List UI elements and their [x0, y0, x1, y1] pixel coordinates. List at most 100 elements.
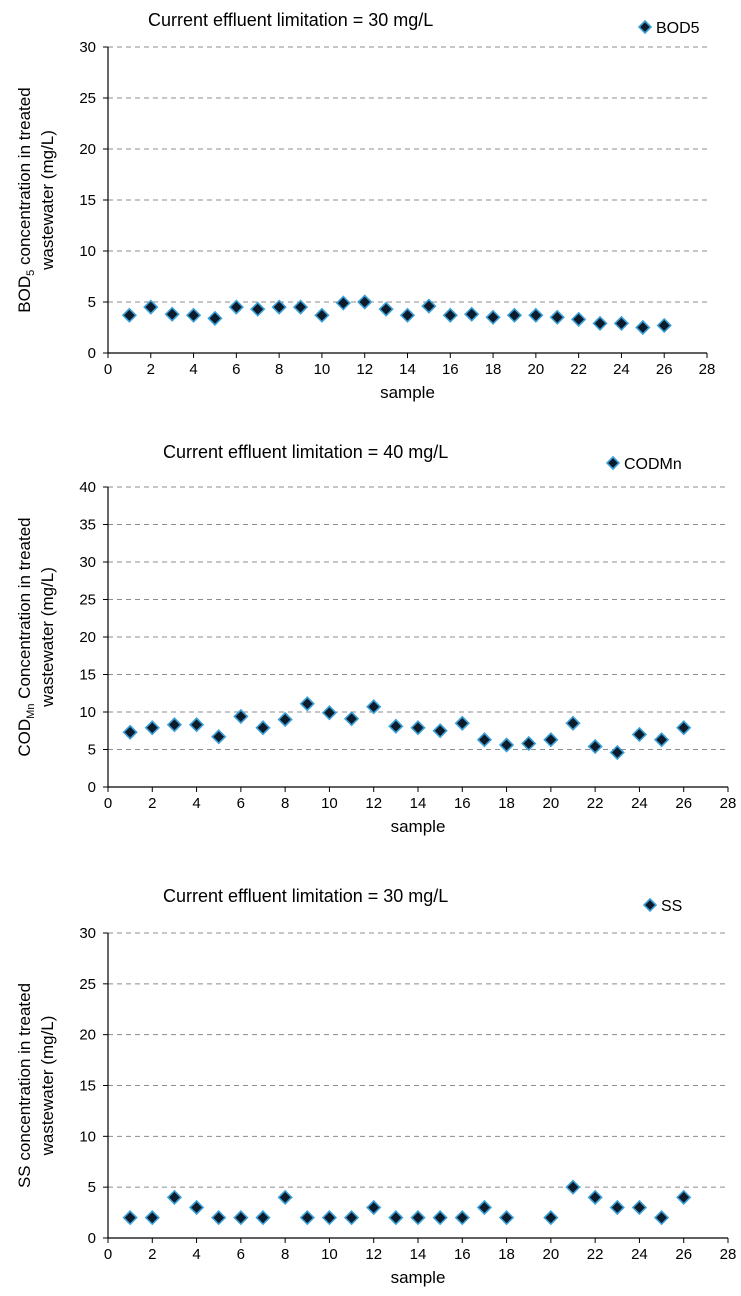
y-axis-label-main: COD [15, 719, 34, 757]
data-point [521, 735, 537, 752]
x-tick-label: 10 [321, 795, 338, 812]
data-point [399, 307, 416, 323]
data-point [410, 1210, 426, 1226]
x-tick-label: 18 [485, 361, 502, 378]
data-point [164, 306, 180, 322]
data-point [454, 1210, 470, 1226]
x-tick-label: 0 [104, 361, 112, 378]
data-point [635, 319, 651, 336]
y-tick-label: 20 [79, 1027, 96, 1044]
data-point [609, 1199, 625, 1216]
data-point [485, 309, 501, 325]
data-point [122, 1210, 138, 1226]
x-tick-label: 16 [454, 795, 471, 812]
data-point [366, 699, 382, 715]
chart-title: Current effluent limitation = 40 mg/L [163, 442, 448, 462]
x-tick-label: 20 [543, 1246, 560, 1263]
data-point [631, 726, 648, 743]
legend-label: BOD5 [656, 20, 700, 37]
data-point [299, 696, 315, 712]
x-tick-label: 10 [314, 361, 331, 378]
y-tick-label: 35 [79, 517, 96, 534]
chart-title: Current effluent limitation = 30 mg/L [163, 886, 448, 906]
data-point [211, 1210, 227, 1226]
data-point [277, 1189, 293, 1205]
x-tick-label: 22 [587, 1246, 604, 1263]
chart-title: Current effluent limitation = 30 mg/L [148, 10, 433, 30]
x-tick-label: 6 [237, 1246, 245, 1263]
data-point [549, 309, 565, 325]
legend-marker [605, 455, 621, 471]
y-tick-label: 30 [79, 925, 96, 942]
x-tick-label: 12 [365, 795, 382, 812]
y-tick-label: 20 [79, 629, 96, 646]
y-axis-label-rest: Concentration in treated [15, 517, 34, 703]
x-tick-label: 22 [570, 361, 587, 378]
data-point [185, 307, 202, 323]
data-point [343, 1210, 360, 1226]
x-tick-label: 6 [237, 795, 245, 812]
legend-label: SS [661, 898, 682, 915]
x-tick-label: 10 [321, 1246, 338, 1263]
data-point [543, 1210, 559, 1226]
x-axis-label: sample [391, 817, 446, 836]
data-point [476, 1199, 493, 1216]
data-point [121, 307, 138, 323]
y-tick-label: 0 [88, 779, 96, 796]
data-point [321, 705, 338, 721]
data-point [299, 1210, 315, 1226]
data-point [653, 1210, 670, 1226]
x-tick-label: 4 [192, 1246, 200, 1263]
data-point [592, 315, 608, 332]
data-point [343, 711, 360, 727]
y-tick-label: 5 [88, 1179, 96, 1196]
data-point [207, 310, 223, 326]
data-point [233, 1210, 249, 1226]
data-point [166, 1189, 183, 1205]
x-tick-label: 16 [454, 1246, 471, 1263]
y-tick-label: 10 [79, 704, 96, 721]
data-point [228, 299, 244, 315]
x-tick-label: 12 [356, 361, 373, 378]
y-axis-label-main: SS concentration in treated [15, 983, 34, 1188]
y-axis-label-subscript: Mn [25, 704, 37, 719]
data-point [587, 738, 603, 755]
x-tick-label: 14 [399, 361, 416, 378]
x-tick-label: 2 [147, 361, 155, 378]
data-point [565, 1179, 581, 1195]
data-point [144, 1210, 160, 1226]
legend-marker [642, 897, 658, 913]
x-tick-label: 18 [498, 795, 515, 812]
data-point [653, 732, 670, 748]
y-tick-label: 25 [79, 976, 96, 993]
y-axis-label: CODMn Concentration in treated [15, 517, 37, 756]
data-point [506, 307, 523, 323]
data-point [432, 1210, 448, 1226]
legend-marker [637, 19, 653, 35]
data-point [388, 1210, 404, 1226]
data-point [166, 717, 183, 733]
data-point [388, 718, 404, 734]
data-point [543, 732, 559, 748]
x-tick-label: 20 [543, 795, 560, 812]
x-tick-label: 24 [631, 1246, 648, 1263]
data-point [357, 294, 373, 310]
x-tick-label: 4 [189, 361, 197, 378]
y-tick-label: 5 [88, 742, 96, 759]
x-tick-label: 16 [442, 361, 459, 378]
x-tick-label: 18 [498, 1246, 515, 1263]
y-tick-label: 40 [79, 479, 96, 496]
y-axis-label: SS concentration in treated [15, 983, 34, 1188]
data-point [613, 315, 630, 332]
data-point [144, 720, 160, 736]
x-axis-label: sample [380, 383, 435, 402]
y-axis-label-subscript: 5 [25, 270, 37, 276]
data-point [442, 307, 458, 323]
x-tick-label: 26 [675, 1246, 692, 1263]
data-point [609, 744, 625, 761]
x-tick-label: 24 [613, 361, 630, 378]
data-point [454, 715, 470, 731]
